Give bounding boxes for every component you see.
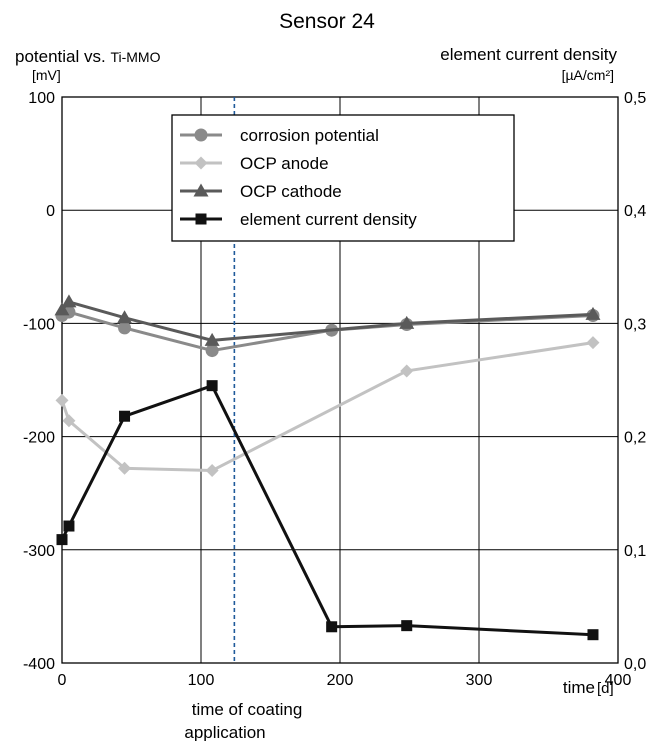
x-tick-label: 400	[605, 672, 632, 689]
left-tick-label: -300	[23, 543, 55, 560]
data-point	[63, 520, 75, 532]
x-axis-ticks: 0 100 200 300 400	[58, 672, 632, 689]
right-tick-label: 0,4	[624, 203, 646, 220]
chart-title: Sensor 24	[279, 10, 375, 33]
data-point	[62, 414, 76, 428]
data-point	[204, 332, 220, 346]
left-axis-ticks: 100 0 -100 -200 -300 -400	[23, 90, 55, 673]
legend-marker	[195, 213, 207, 225]
legend-marker	[194, 128, 208, 142]
left-axis-unit: [mV]	[32, 67, 61, 83]
legend-item: OCP anode	[180, 154, 329, 173]
data-point	[205, 344, 219, 358]
legend-item: element current density	[180, 210, 417, 229]
data-point	[119, 410, 131, 422]
series-OCP-anode	[55, 336, 600, 478]
series-OCP-cathode	[54, 294, 601, 346]
left-axis-label-main: potential vs.	[15, 47, 110, 66]
legend-marker	[193, 183, 209, 197]
left-axis-label: potential vs. Ti-MMO	[15, 47, 161, 66]
data-point	[56, 534, 68, 546]
legend-label: corrosion potential	[240, 126, 379, 145]
left-axis-label-ref: Ti-MMO	[110, 49, 160, 65]
legend-label: OCP cathode	[240, 182, 342, 201]
left-tick-label: 0	[46, 203, 55, 220]
left-tick-label: 100	[28, 90, 55, 107]
right-tick-label: 0,1	[624, 543, 646, 560]
series-element-current-density	[56, 380, 599, 641]
right-tick-label: 0,2	[624, 430, 646, 447]
legend-item: corrosion potential	[180, 126, 379, 145]
right-axis-ticks: 0,5 0,4 0,3 0,2 0,1 0,0	[624, 90, 646, 673]
x-tick-label: 0	[58, 672, 67, 689]
data-point	[54, 302, 70, 316]
data-point	[61, 294, 77, 308]
data-point	[401, 620, 413, 632]
data-point	[399, 315, 415, 329]
legend-item: OCP cathode	[180, 182, 342, 201]
data-point	[586, 336, 600, 350]
right-axis-label: element current density	[440, 45, 617, 64]
right-axis-unit: [µA/cm²]	[562, 67, 614, 83]
legend-label: OCP anode	[240, 154, 329, 173]
x-tick-label: 200	[327, 672, 354, 689]
data-point	[206, 380, 218, 392]
x-tick-label: 100	[188, 672, 215, 689]
coating-annotation-line1: time of coating	[192, 700, 303, 719]
data-point	[205, 464, 219, 478]
data-point	[326, 621, 338, 633]
data-point	[400, 364, 414, 378]
data-point	[587, 629, 599, 641]
data-point	[117, 310, 133, 324]
legend-box	[171, 114, 515, 242]
data-point	[585, 306, 601, 320]
coating-annotation-line2: application	[184, 723, 265, 741]
plot-frame	[61, 96, 619, 664]
legend-label: element current density	[240, 210, 417, 229]
x-axis-unit: [d]	[597, 680, 614, 697]
data-point	[118, 461, 132, 475]
series-line	[60, 341, 594, 473]
series-layer	[54, 294, 601, 641]
left-tick-label: -200	[23, 430, 55, 447]
x-tick-label: 300	[466, 672, 493, 689]
x-axis-label: time	[563, 678, 595, 697]
data-point	[118, 321, 132, 335]
right-tick-label: 0,5	[624, 90, 646, 107]
legend-marker	[194, 156, 208, 170]
data-point	[55, 393, 69, 407]
right-tick-label: 0,3	[624, 316, 646, 333]
series-line	[60, 384, 594, 637]
left-tick-label: -400	[23, 656, 55, 673]
right-tick-label: 0,0	[624, 656, 646, 673]
left-tick-label: -100	[23, 316, 55, 333]
legend: corrosion potential OCP anode OCP cathode e…	[171, 114, 515, 242]
